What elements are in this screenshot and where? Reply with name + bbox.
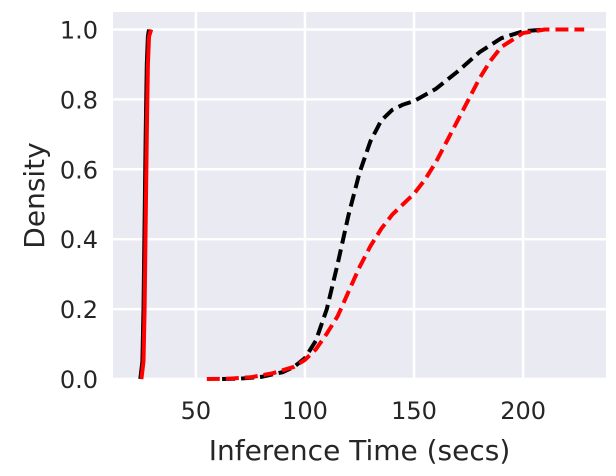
x-tick-labels: 50 100 150 200 — [181, 397, 546, 425]
y-tick-label: 1.0 — [60, 16, 98, 44]
x-tick-label: 150 — [391, 397, 437, 425]
grid-lines — [113, 12, 606, 381]
x-tick-label: 200 — [500, 397, 546, 425]
y-tick-labels: 0.0 0.2 0.4 0.6 0.8 1.0 — [60, 16, 98, 394]
y-axis-label: Density — [18, 142, 51, 248]
y-tick-label: 0.4 — [60, 226, 98, 254]
series-line-4 — [206, 27, 585, 381]
y-tick-label: 0.0 — [60, 366, 98, 394]
series-lines — [138, 27, 585, 381]
plot-background — [113, 12, 606, 379]
y-tick-label: 0.8 — [60, 86, 98, 114]
x-tick-label: 50 — [181, 397, 212, 425]
y-tick-label: 0.6 — [60, 156, 98, 184]
x-axis-label: Inference Time (secs) — [209, 434, 511, 467]
y-tick-label: 0.2 — [60, 296, 98, 324]
x-tick-label: 100 — [282, 397, 328, 425]
series-line-2 — [139, 28, 154, 380]
